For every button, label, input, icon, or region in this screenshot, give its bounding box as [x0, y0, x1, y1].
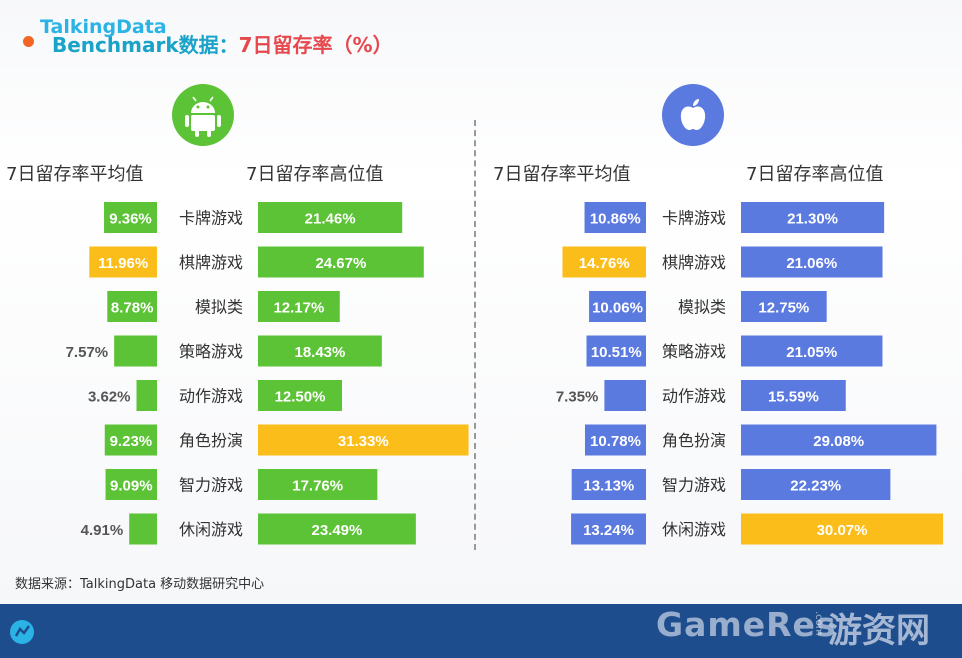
- ios-avg-label: 13.24%: [583, 522, 634, 539]
- android-category-label: 棋牌游戏: [179, 253, 243, 272]
- ios-high-label: 22.23%: [790, 478, 841, 495]
- ios-avg-bar: [589, 291, 646, 322]
- android-high-label: 12.50%: [275, 389, 326, 406]
- ios-category-label: 棋牌游戏: [662, 253, 726, 272]
- ios-high-bar: [741, 380, 846, 411]
- android-high-bar: [258, 513, 416, 545]
- android-avg-label: 3.62%: [88, 389, 131, 406]
- ios-avg-label: 10.06%: [592, 300, 643, 317]
- ios-high-label: 21.06%: [786, 255, 837, 272]
- android-category-label: 策略游戏: [179, 342, 243, 361]
- ios-avg-header: 7日留存率平均值: [493, 164, 631, 185]
- ios-high-label: 15.59%: [768, 389, 819, 406]
- android-high-bar: [258, 380, 342, 411]
- ios-high-bar: [741, 246, 883, 278]
- android-avg-bar: [136, 380, 157, 411]
- talkingdata-logo: TalkingData: [40, 16, 167, 38]
- android-avg-bar: [114, 335, 157, 367]
- ios-avg-label: 10.78%: [590, 433, 641, 450]
- android-high-header: 7日留存率高位值: [246, 164, 384, 185]
- title-bullet: [23, 36, 34, 47]
- android-high-bar: [258, 291, 340, 322]
- ios-high-bar: [741, 335, 883, 367]
- android-category-label: 动作游戏: [179, 387, 243, 406]
- apple-logo-icon: [662, 84, 724, 146]
- android-avg-label: 9.36%: [109, 211, 152, 228]
- android-avg-label: 11.96%: [98, 255, 148, 272]
- android-avg-label: 4.91%: [81, 522, 124, 539]
- android-high-bar: [258, 424, 469, 456]
- ios-high-bar: [741, 513, 944, 545]
- ios-high-label: 29.08%: [813, 433, 864, 450]
- platform-divider: [474, 120, 476, 550]
- ios-category-label: 智力游戏: [662, 476, 726, 495]
- android-avg-bar: [104, 424, 157, 456]
- ios-avg-bar: [584, 202, 646, 233]
- ios-high-label: 21.05%: [786, 344, 837, 361]
- android-avg-label: 8.78%: [111, 300, 154, 317]
- android-avg-bar: [107, 291, 157, 322]
- watermark-gameres: GameRes: [656, 605, 837, 644]
- ios-avg-label: 14.76%: [579, 255, 630, 272]
- ios-high-bar: [741, 469, 891, 500]
- ios-avg-label: 10.51%: [591, 344, 642, 361]
- android-high-bar: [258, 246, 424, 278]
- android-robot-icon: [172, 84, 234, 146]
- android-category-label: 休闲游戏: [179, 520, 243, 539]
- ios-category-label: 动作游戏: [662, 387, 726, 406]
- data-source: 数据来源：TalkingData 移动数据研究中心: [15, 577, 265, 592]
- android-high-label: 12.17%: [273, 300, 324, 317]
- ios-high-bar: [741, 424, 937, 456]
- android-high-bar: [258, 469, 378, 500]
- ios-high-bar: [741, 202, 885, 233]
- ios-avg-bar: [584, 424, 646, 456]
- ios-high-label: 21.30%: [787, 211, 838, 228]
- android-avg-bar: [105, 469, 157, 500]
- ios-avg-bar: [562, 246, 646, 278]
- ios-high-label: 30.07%: [817, 522, 868, 539]
- ios-category-label: 卡牌游戏: [662, 209, 726, 228]
- ios-high-bar: [741, 291, 827, 322]
- android-avg-bar: [129, 513, 157, 545]
- ios-category-label: 角色扮演: [662, 431, 726, 450]
- android-avg-bar: [104, 202, 157, 233]
- android-high-label: 23.49%: [311, 522, 362, 539]
- android-category-label: 卡牌游戏: [179, 209, 243, 228]
- android-avg-label: 9.23%: [110, 433, 153, 450]
- android-high-label: 21.46%: [305, 211, 356, 228]
- android-high-label: 24.67%: [315, 255, 366, 272]
- android-category-label: 角色扮演: [179, 431, 243, 450]
- android-avg-label: 7.57%: [66, 344, 109, 361]
- android-avg-label: 9.09%: [110, 478, 153, 495]
- ios-avg-bar: [571, 469, 646, 500]
- watermark-com: .com: [813, 611, 824, 636]
- android-high-bar: [258, 335, 382, 367]
- page-title: Benchmark数据：7日留存率（%）: [52, 29, 393, 58]
- ios-high-label: 12.75%: [758, 300, 809, 317]
- ios-category-label: 策略游戏: [662, 342, 726, 361]
- android-high-label: 31.33%: [338, 433, 389, 450]
- ios-avg-bar: [586, 335, 646, 367]
- retention-bar-charts: 9.36% 卡牌游戏 21.46% 11.96% 棋牌游戏 24.67% 8.78% 模拟类 1…: [66, 202, 944, 545]
- android-avg-header: 7日留存率平均值: [6, 164, 144, 185]
- android-category-label: 智力游戏: [179, 476, 243, 495]
- android-high-bar: [258, 202, 403, 233]
- ios-avg-label: 7.35%: [556, 389, 599, 406]
- talkingdata-logo-icon: [10, 620, 34, 644]
- ios-avg-label: 10.86%: [590, 211, 641, 228]
- ios-category-label: 模拟类: [678, 298, 726, 317]
- ios-category-label: 休闲游戏: [662, 520, 726, 539]
- ios-avg-label: 13.13%: [583, 478, 634, 495]
- android-high-label: 17.76%: [292, 478, 343, 495]
- android-category-label: 模拟类: [195, 298, 243, 317]
- title-benchmark: Benchmark数据：: [52, 33, 239, 57]
- watermark-cn: 游资网: [828, 611, 930, 651]
- android-high-label: 18.43%: [294, 344, 345, 361]
- ios-avg-bar: [604, 380, 646, 411]
- ios-high-header: 7日留存率高位值: [746, 164, 884, 185]
- ios-avg-bar: [571, 513, 646, 545]
- footer-bar: [0, 604, 962, 658]
- android-avg-bar: [89, 246, 157, 278]
- title-metric: 7日留存率（%）: [238, 33, 393, 57]
